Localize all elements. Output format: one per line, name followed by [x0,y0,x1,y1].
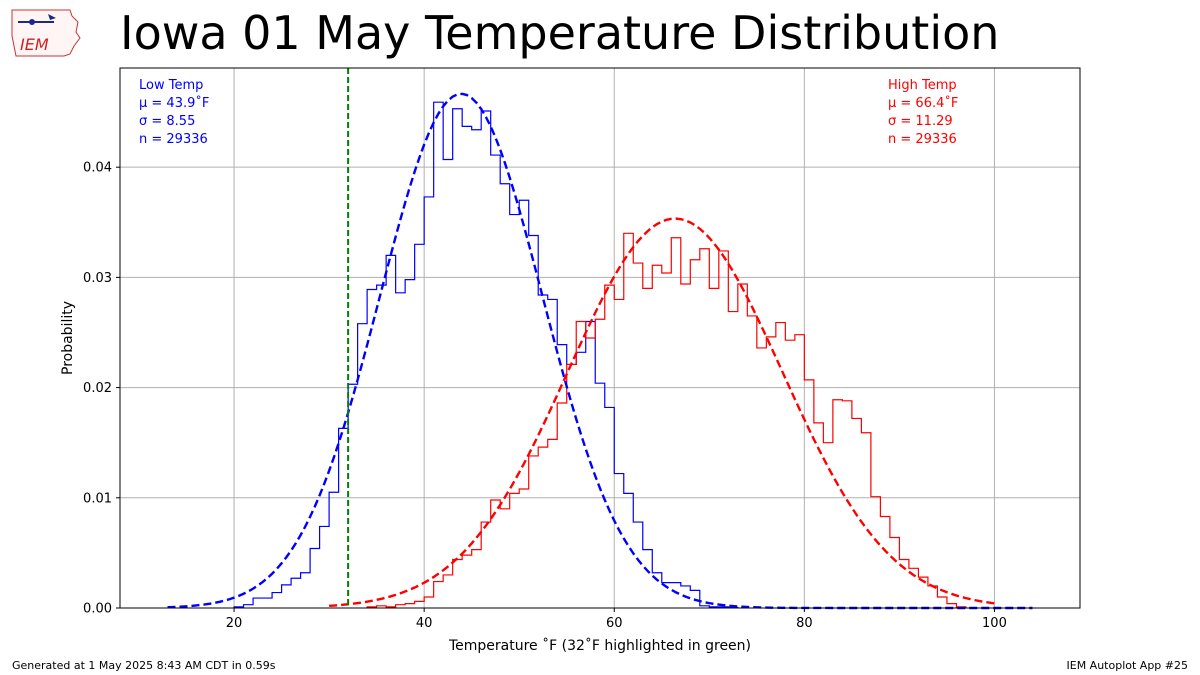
fit-curve-low-temp [167,92,1033,610]
x-tick-label: 20 [226,616,243,631]
app-id: IEM Autoplot App #25 [1066,659,1189,672]
stats-line: n = 29336 [139,132,208,147]
series-layer [233,101,967,609]
stats-line: σ = 11.29 [888,114,953,129]
plot-frame [119,67,1081,609]
histogram-high-temp [366,232,967,608]
logo-text: IEM [20,35,49,54]
y-tick-label: 0.01 [83,491,112,506]
y-tick-label: 0.03 [83,271,112,286]
x-tick-label: 100 [982,616,1007,631]
axes: 20 40 60 80 100 0.00 0.01 0.02 0.03 0.04 [83,161,1007,631]
x-axis-label: Temperature ˚F (32˚F highlighted in gree… [448,637,751,654]
y-tick-label: 0.02 [83,381,112,396]
y-tick-label: 0.00 [83,602,112,617]
fit-curves [167,92,1033,610]
fit-curve-high-temp [329,217,995,608]
generated-timestamp: Generated at 1 May 2025 8:43 AM CDT in 0… [12,659,276,672]
chart-title: Iowa 01 May Temperature Distribution [120,6,1000,60]
stats-line: μ = 66.4˚F [888,95,958,111]
iem-logo: IEM [11,9,81,57]
stats-line: High Temp [888,78,957,93]
stats-line: μ = 43.9˚F [139,95,209,111]
x-tick-label: 40 [416,616,433,631]
x-tick-label: 80 [796,616,813,631]
y-axis-label: Probability [60,301,76,375]
x-tick-label: 60 [606,616,623,631]
stats-line: Low Temp [139,78,203,93]
histogram-low-temp [233,101,739,609]
stats-line: n = 29336 [888,132,957,147]
grid [120,68,1080,609]
stats-annotations: Low Temp μ = 43.9˚F σ = 8.55 n = 29336 High … [139,78,958,147]
stats-line: σ = 8.55 [139,114,195,129]
y-tick-label: 0.04 [83,161,112,176]
